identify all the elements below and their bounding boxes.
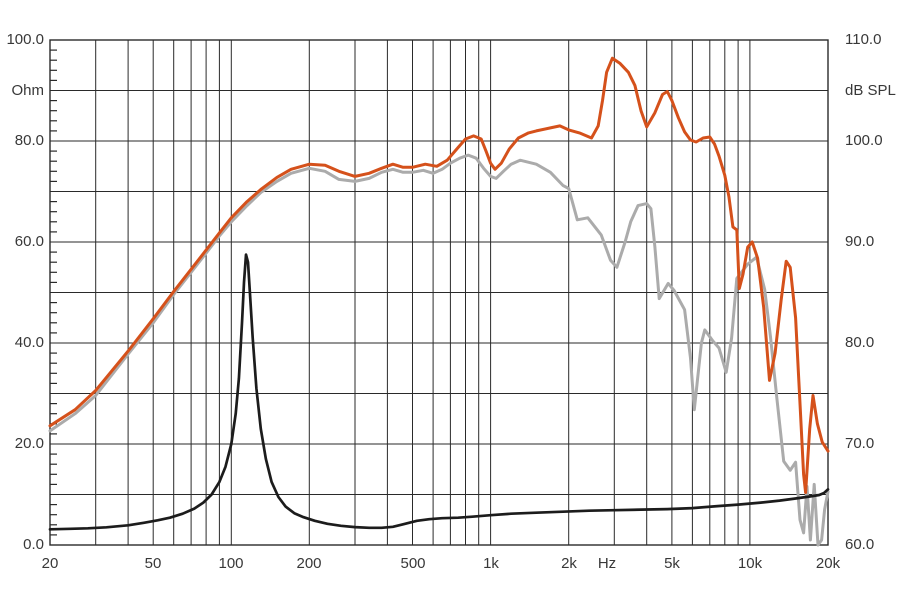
x-axis-tick-100: 100 (218, 555, 244, 572)
left-axis-tick-60.0: 60.0 (14, 233, 44, 250)
impedance-curve (48, 253, 830, 531)
left-axis-tick-40.0: 40.0 (14, 334, 44, 351)
x-axis-tick-20k: 20k (815, 555, 841, 572)
x-axis-tick-20: 20 (41, 555, 59, 572)
left-axis-tick-0.0: 0.0 (23, 536, 44, 553)
x-axis-tick-2k: 2k (561, 555, 577, 572)
x-axis-tick-1k: 1k (483, 555, 499, 572)
left-axis-tick-100.0: 100.0 (6, 31, 44, 48)
x-axis-tick-5k: 5k (664, 555, 680, 572)
left-axis-unit-label: Ohm (11, 82, 44, 99)
response-off-axis-curve (48, 153, 830, 547)
right-axis-tick-80.0: 80.0 (845, 334, 875, 351)
x-axis-tick-500: 500 (400, 555, 426, 572)
right-axis-tick-60.0: 60.0 (845, 536, 875, 553)
x-axis-unit-label: Hz (597, 555, 617, 572)
plot-frame (49, 39, 829, 546)
left-axis-tick-80.0: 80.0 (14, 132, 44, 149)
x-axis-tick-200: 200 (296, 555, 322, 572)
x-axis-tick-10k: 10k (737, 555, 763, 572)
right-axis-tick-70.0: 70.0 (845, 435, 875, 452)
right-axis-tick-110.0: 110.0 (845, 31, 882, 48)
right-axis-tick-90.0: 90.0 (845, 233, 875, 250)
x-axis-tick-50: 50 (144, 555, 162, 572)
response-on-axis-curve (48, 56, 830, 494)
right-axis-tick-100.0: 100.0 (845, 132, 883, 149)
left-axis-tick-20.0: 20.0 (14, 435, 44, 452)
right-axis-unit-label: dB SPL (845, 82, 896, 99)
